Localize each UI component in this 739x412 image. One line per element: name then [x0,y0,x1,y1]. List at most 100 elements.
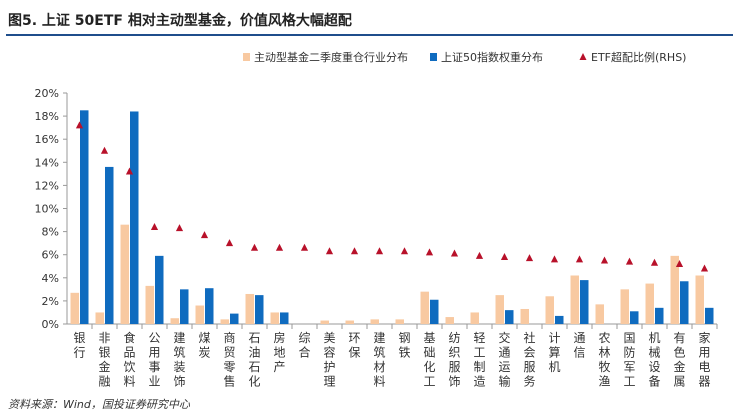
bar-sse50-weight [630,311,639,324]
bar-active-fund [570,275,579,324]
x-tick-label: 石油石化 [248,331,260,389]
x-tick-label: 商贸零售 [223,330,235,389]
marker-etf-overweight [250,243,259,251]
legend-label-active-fund: 主动型基金二季度重仓行业分布 [254,50,408,64]
bar-sse50-weight [105,166,114,324]
legend-label-etf-overweight: ETF超配比例(RHS) [591,50,686,64]
y-tick-label: 6% [42,249,59,262]
bar-active-fund [120,224,129,324]
x-tick-label: 农林牧渔 [598,331,610,389]
legend-swatch-active-fund [243,53,250,61]
y-tick-label: 4% [42,272,59,285]
marker-etf-overweight [550,255,559,263]
y-tick-label: 2% [42,295,59,308]
x-tick-label: 美容护理 [323,331,335,389]
bar-sse50-weight [230,313,239,324]
marker-etf-overweight [375,247,384,255]
bar-active-fund [370,319,379,324]
x-tick-label: 煤炭 [198,331,210,360]
marker-etf-overweight [400,247,409,255]
marker-etf-overweight [200,231,209,239]
bar-active-fund [320,320,329,324]
bar-active-fund [595,304,604,324]
marker-etf-overweight [150,222,159,230]
bar-active-fund [545,296,554,324]
marker-etf-overweight [425,248,434,256]
x-tick-label: 公用事业 [148,331,160,389]
x-tick-label: 机械设备 [648,331,660,389]
x-tick-label: 基础化工 [423,331,435,389]
x-tick-label: 社会服务 [523,330,535,389]
x-tick-label: 钢铁 [398,331,410,360]
bar-active-fund [645,283,654,324]
bar-active-fund [220,319,229,324]
x-tick-label: 环保 [348,331,360,360]
bar-sse50-weight [155,255,164,324]
marker-etf-overweight [600,256,609,264]
bar-sse50-weight [555,315,564,324]
y-tick-label: 8% [42,226,59,239]
legend-label-sse50-weight: 上证50指数权重分布 [441,50,543,64]
marker-etf-overweight [175,224,184,232]
x-tick-label: 综合 [298,331,310,360]
bar-active-fund [470,312,479,324]
marker-etf-overweight [475,251,484,259]
bar-sse50-weight [505,310,514,324]
y-tick-label: 12% [35,179,59,192]
bar-active-fund [345,320,354,324]
bar-active-fund [445,317,454,324]
y-tick-label: 16% [35,133,59,146]
legend-swatch-etf-overweight [579,53,587,60]
x-tick-label: 建筑装饰 [173,331,185,389]
marker-etf-overweight [700,264,709,272]
bar-sse50-weight [255,295,264,324]
legend-swatch-sse50-weight [430,53,437,61]
bar-active-fund [395,319,404,324]
bar-active-fund [95,312,104,324]
x-tick-label: 银行 [73,331,85,360]
bar-active-fund [170,318,179,324]
marker-etf-overweight [500,253,509,261]
x-tick-label: 房地产 [273,330,285,374]
bar-sse50-weight [655,307,664,324]
bar-active-fund [620,289,629,324]
bar-active-fund [70,292,79,324]
y-tick-label: 18% [35,110,59,123]
marker-etf-overweight [300,243,309,251]
bar-sse50-weight [280,312,289,324]
marker-etf-overweight [325,247,334,255]
y-tick-label: 14% [35,156,59,169]
bar-sse50-weight [430,299,439,324]
x-tick-label: 通信 [573,331,585,360]
marker-etf-overweight [275,243,284,251]
marker-etf-overweight [575,255,584,263]
bar-active-fund [270,312,279,324]
x-tick-label: 计算机 [548,331,560,374]
x-tick-label: 国防军工 [623,331,635,389]
bar-sse50-weight [80,110,89,324]
marker-etf-overweight [75,121,84,129]
bar-active-fund [695,275,704,324]
bar-active-fund [495,295,504,324]
bar-active-fund [420,291,429,324]
x-tick-label: 非银金融 [98,331,110,389]
source-note: 资料来源：Wind，国投证券研究中心 [8,398,190,411]
marker-etf-overweight [225,239,234,247]
x-tick-label: 纺织服饰 [448,331,460,389]
x-tick-label: 食品饮料 [123,330,135,389]
x-tick-label: 有色金属 [673,331,685,389]
marker-etf-overweight [525,254,534,262]
x-tick-label: 建筑材料 [373,331,385,389]
y-tick-label: 10% [35,203,59,216]
bar-active-fund [245,293,254,324]
bar-sse50-weight [705,307,714,324]
y-tick-label: 20% [35,87,59,100]
marker-etf-overweight [125,167,134,175]
bar-sse50-weight [180,289,189,324]
bar-sse50-weight [205,288,214,324]
x-tick-label: 交通运输 [498,330,510,389]
bar-active-fund [145,285,154,324]
marker-etf-overweight [350,247,359,255]
bar-active-fund [195,305,204,324]
